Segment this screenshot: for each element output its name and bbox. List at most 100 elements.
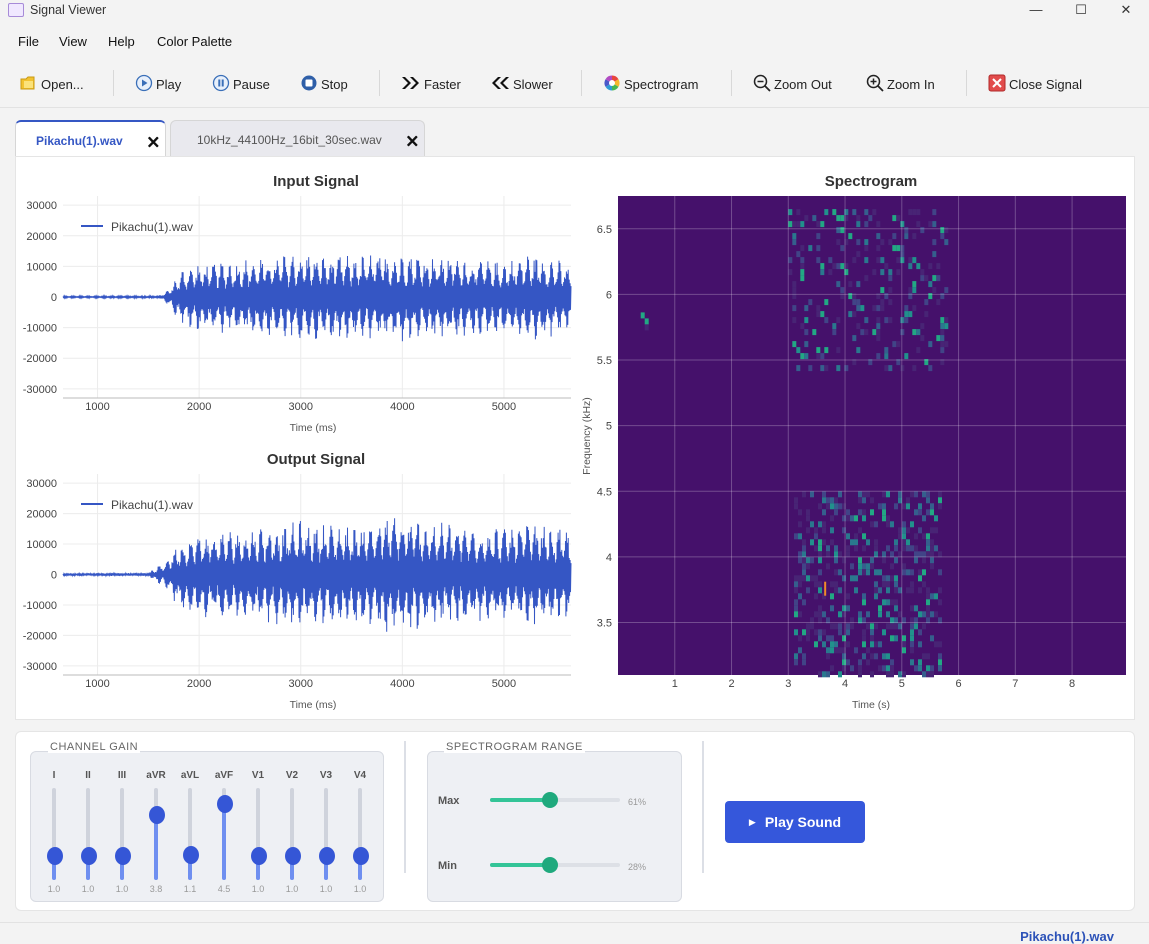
channel-track[interactable] — [358, 788, 362, 880]
folder-icon — [20, 75, 38, 94]
channel-name: V3 — [319, 770, 333, 781]
channel-fill — [52, 856, 56, 880]
close-window-button[interactable]: ✕ — [1120, 2, 1132, 17]
channel-fill — [86, 856, 90, 880]
close-signal-label: Close Signal — [1009, 76, 1082, 92]
channel-handle[interactable] — [81, 847, 97, 866]
channel-handle[interactable] — [47, 847, 63, 866]
max-slider-handle[interactable] — [541, 792, 558, 808]
channel-track[interactable] — [188, 788, 192, 880]
stop-button[interactable]: Stop — [300, 72, 348, 96]
channel-slider-v4[interactable]: V4 1.0 — [345, 770, 375, 900]
app-icon — [8, 3, 24, 17]
menu-file[interactable]: File — [18, 34, 39, 49]
channel-slider-i[interactable]: I 1.0 — [39, 770, 69, 900]
channel-track[interactable] — [120, 788, 124, 880]
channel-handle[interactable] — [115, 847, 131, 866]
play-icon — [135, 74, 153, 95]
spectrogram-label: Spectrogram — [624, 76, 699, 92]
menu-color-palette[interactable]: Color Palette — [157, 34, 233, 49]
max-slider-fill — [490, 798, 550, 802]
stop-icon — [300, 74, 318, 95]
channel-track[interactable] — [324, 788, 328, 880]
channel-track[interactable] — [256, 788, 260, 880]
channel-name: I — [52, 770, 56, 781]
tab-close-icon[interactable]: 🗙 — [147, 133, 159, 150]
open-label: Open... — [41, 76, 84, 92]
max-slider[interactable] — [490, 792, 620, 808]
menu-help[interactable]: Help — [108, 34, 135, 49]
slower-label: Slower — [513, 76, 553, 92]
tab-label: 10kHz_44100Hz_16bit_30sec.wav — [197, 133, 382, 147]
channel-handle[interactable] — [149, 805, 165, 824]
zoom-out-button[interactable]: Zoom Out — [753, 72, 832, 96]
open-button[interactable]: Open... — [20, 72, 84, 96]
spectrogram-range-group — [427, 751, 682, 902]
channel-name: V4 — [353, 770, 367, 781]
channel-track[interactable] — [52, 788, 56, 880]
faster-button[interactable]: Faster — [401, 72, 461, 96]
menu-view[interactable]: View — [59, 34, 87, 49]
channel-slider-avr[interactable]: aVR 3.8 — [141, 770, 171, 900]
play-sound-button[interactable]: ▶ Play Sound — [725, 801, 865, 843]
play-button[interactable]: Play — [135, 72, 181, 96]
pause-icon — [212, 74, 230, 95]
channel-slider-v3[interactable]: V3 1.0 — [311, 770, 341, 900]
toolbar-separator — [731, 70, 732, 96]
panel-separator — [702, 741, 704, 873]
tab-close-icon[interactable]: 🗙 — [406, 132, 418, 149]
channel-track[interactable] — [290, 788, 294, 880]
channel-slider-ii[interactable]: II 1.0 — [73, 770, 103, 900]
channel-slider-iii[interactable]: III 1.0 — [107, 770, 137, 900]
maximize-button[interactable]: ☐ — [1075, 2, 1087, 17]
toolbar-separator — [581, 70, 582, 96]
min-slider[interactable] — [490, 857, 620, 873]
close-signal-button[interactable]: Close Signal — [988, 72, 1082, 96]
channel-slider-v1[interactable]: V1 1.0 — [243, 770, 273, 900]
slower-button[interactable]: Slower — [490, 72, 553, 96]
faster-label: Faster — [424, 76, 461, 92]
channel-fill — [358, 856, 362, 880]
min-value: 28% — [628, 862, 647, 872]
channel-track[interactable] — [154, 788, 158, 880]
channel-gain-title: CHANNEL GAIN — [48, 741, 141, 753]
channel-slider-avl[interactable]: aVL 1.1 — [175, 770, 205, 900]
channel-name: III — [117, 770, 127, 781]
channel-track[interactable] — [222, 788, 226, 880]
channel-track[interactable] — [86, 788, 90, 880]
channel-value: 1.0 — [115, 884, 129, 894]
title-bar: Signal Viewer — ☐ ✕ — [0, 0, 1149, 22]
spectrogram-range-title: SPECTROGRAM RANGE — [444, 741, 585, 753]
channel-handle[interactable] — [251, 847, 267, 866]
tab-pikachu[interactable]: Pikachu(1).wav 🗙 — [15, 120, 166, 156]
channel-name: aVR — [146, 770, 166, 781]
color-wheel-icon — [603, 74, 621, 95]
spectrogram-button[interactable]: Spectrogram — [603, 72, 698, 96]
min-slider-fill — [490, 863, 550, 867]
channel-name: aVF — [214, 770, 234, 781]
channel-handle[interactable] — [217, 795, 233, 814]
tab-10khz[interactable]: 10kHz_44100Hz_16bit_30sec.wav 🗙 — [170, 120, 425, 156]
zoom-in-icon — [866, 74, 884, 95]
status-file-name: Pikachu(1).wav — [1020, 929, 1114, 944]
channel-handle[interactable] — [353, 847, 369, 866]
channel-fill — [256, 856, 260, 880]
max-value: 61% — [628, 797, 647, 807]
channel-handle[interactable] — [285, 847, 301, 866]
channel-value: 1.0 — [319, 884, 333, 894]
channel-fill — [120, 856, 124, 880]
zoom-in-button[interactable]: Zoom In — [866, 72, 935, 96]
min-label: Min — [438, 860, 457, 872]
toolbar-separator — [379, 70, 380, 96]
channel-value: 4.5 — [217, 884, 231, 894]
channel-handle[interactable] — [319, 847, 335, 866]
channel-slider-v2[interactable]: V2 1.0 — [277, 770, 307, 900]
channel-handle[interactable] — [183, 845, 199, 864]
toolbar-separator — [113, 70, 114, 96]
channel-fill — [324, 856, 328, 880]
window-title: Signal Viewer — [30, 3, 107, 17]
pause-button[interactable]: Pause — [212, 72, 270, 96]
channel-slider-avf[interactable]: aVF 4.5 — [209, 770, 239, 900]
min-slider-handle[interactable] — [541, 857, 558, 873]
minimize-button[interactable]: — — [1029, 2, 1043, 17]
